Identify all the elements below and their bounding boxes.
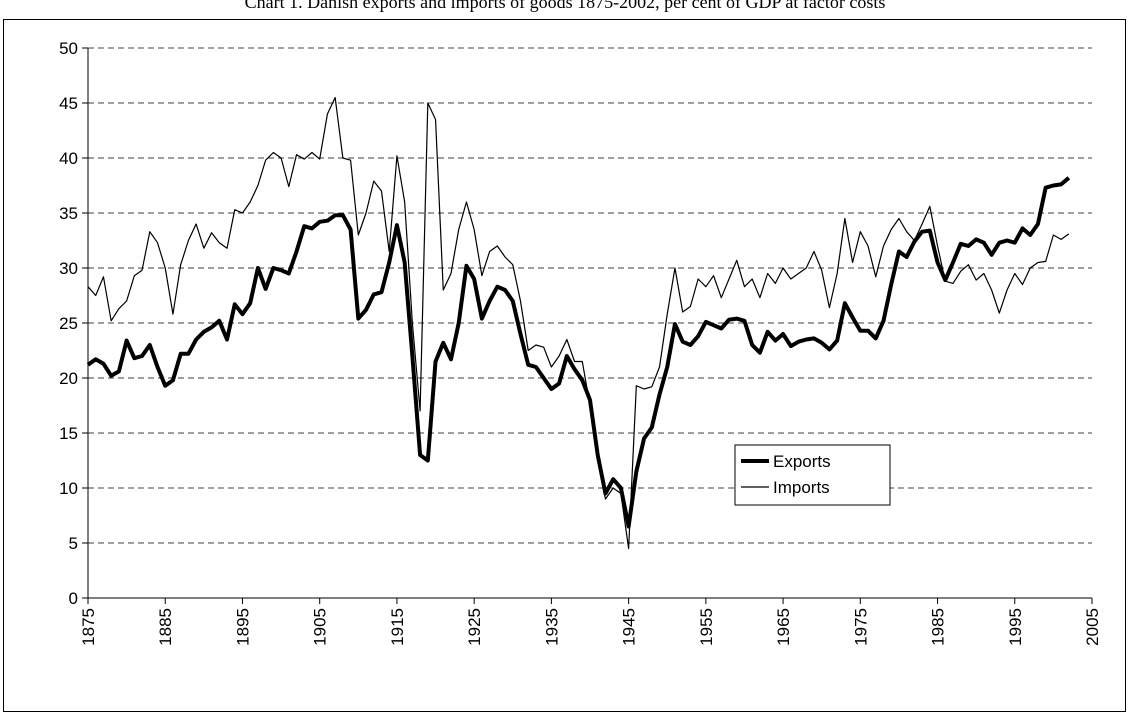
y-tick-label: 40	[59, 149, 78, 168]
x-tick-label: 1935	[542, 608, 561, 646]
x-tick-label: 1985	[929, 608, 948, 646]
x-tick-label: 1925	[465, 608, 484, 646]
y-tick-label: 15	[59, 424, 78, 443]
y-tick-label: 45	[59, 94, 78, 113]
y-tick-label: 30	[59, 259, 78, 278]
y-tick-label: 0	[69, 589, 78, 608]
x-tick-label: 1955	[697, 608, 716, 646]
chart-title: Chart 1. Danish exports and imports of g…	[245, 0, 886, 12]
line-series	[86, 176, 1071, 529]
x-tick-label: 1965	[774, 608, 793, 646]
y-tick-label: 5	[69, 534, 78, 553]
x-tick-label: 1995	[1006, 608, 1025, 646]
x-tick-label: 1885	[156, 608, 175, 646]
y-tick-label: 20	[59, 369, 78, 388]
x-tick-label: 1875	[79, 608, 98, 646]
legend-box	[734, 444, 891, 506]
line-series	[87, 96, 1070, 550]
x-tick-label: 1895	[233, 608, 252, 646]
y-tick-label: 10	[59, 479, 78, 498]
y-tick-label: 50	[59, 39, 78, 58]
x-tick-label: 1945	[620, 608, 639, 646]
y-tick-label: 35	[59, 204, 78, 223]
y-tick-label: 25	[59, 314, 78, 333]
x-tick-label: 2005	[1083, 608, 1102, 646]
x-tick-label: 1915	[388, 608, 407, 646]
x-tick-label: 1975	[851, 608, 870, 646]
legend-label: Exports	[773, 452, 831, 471]
x-tick-label: 1905	[311, 608, 330, 646]
legend-label: Imports	[773, 478, 830, 497]
